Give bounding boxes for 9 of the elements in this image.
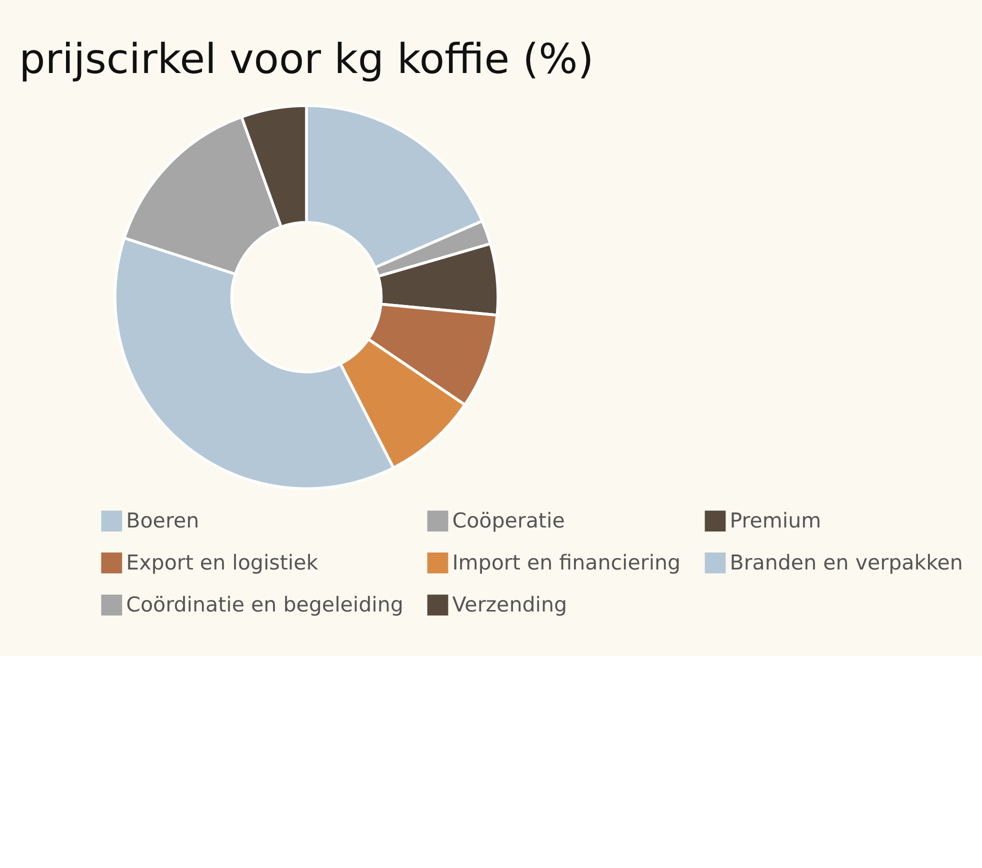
legend-label: Boeren [126,508,200,533]
legend-label: Coöperatie [452,508,565,533]
legend-label: Premium [730,508,822,533]
legend-label: Branden en verpakken [730,550,963,575]
legend-label: Import en financiering [452,550,681,575]
legend-label: Export en logistiek [126,550,318,575]
chart-title: prijscirkel voor kg koffie (%) [19,34,594,83]
legend-label: Coördinatie en begeleiding [126,592,404,617]
legend-label: Verzending [452,592,568,617]
